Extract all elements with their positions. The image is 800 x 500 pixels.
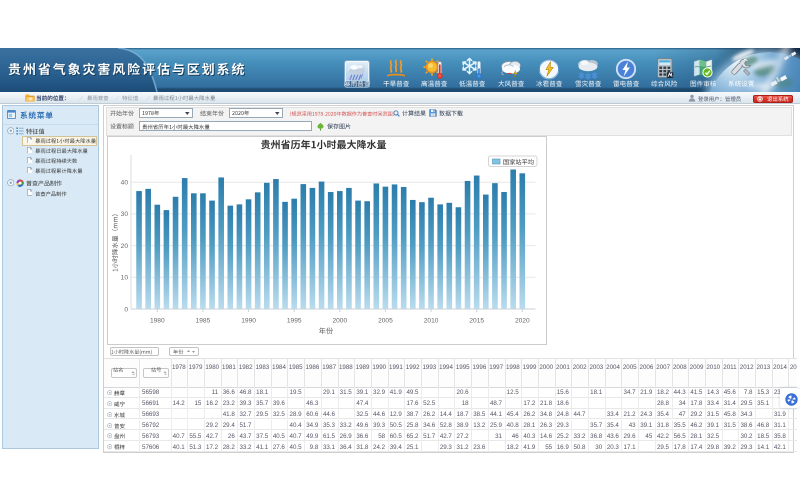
svg-text:2015: 2015 — [469, 318, 484, 325]
svg-text:30: 30 — [121, 211, 129, 218]
svg-text:2020: 2020 — [515, 318, 530, 325]
svg-text:1990: 1990 — [241, 318, 256, 325]
svg-text:0: 0 — [124, 306, 128, 313]
svg-text:2010: 2010 — [424, 318, 439, 325]
svg-text:10: 10 — [121, 275, 129, 282]
svg-text:1995: 1995 — [287, 318, 302, 325]
svg-text:20: 20 — [121, 243, 129, 250]
svg-text:40: 40 — [121, 180, 129, 187]
svg-text:2000: 2000 — [332, 318, 347, 325]
svg-text:1985: 1985 — [196, 318, 211, 325]
svg-text:1980: 1980 — [150, 318, 165, 325]
svg-text:2005: 2005 — [378, 318, 393, 325]
